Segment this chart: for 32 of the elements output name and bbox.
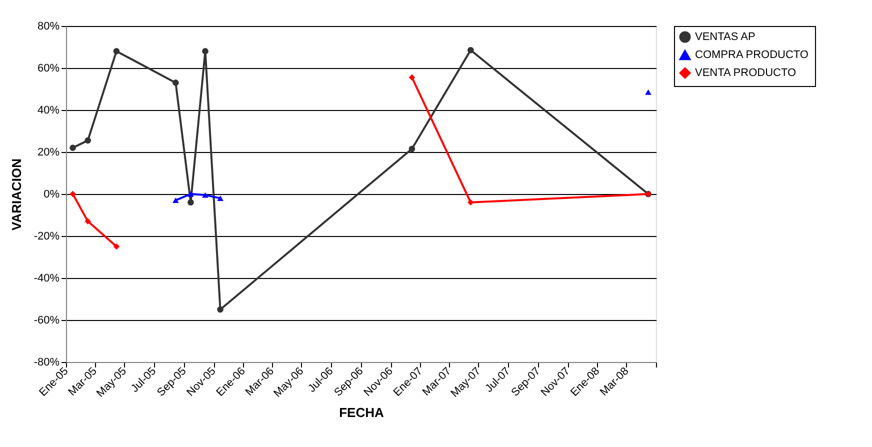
point	[188, 199, 194, 206]
point	[113, 243, 120, 250]
point	[202, 192, 208, 198]
y-tick-label: 80%	[37, 20, 60, 32]
point	[172, 198, 179, 204]
point	[70, 190, 76, 198]
y-tick-label: 40%	[37, 104, 60, 116]
point	[467, 199, 474, 206]
point	[217, 195, 224, 201]
y-tick-label: 60%	[37, 62, 60, 74]
point	[408, 74, 416, 81]
y-tick-label: -40%	[34, 272, 60, 284]
y-tick-label: 0%	[44, 188, 60, 200]
legend-label: VENTAS AP	[695, 31, 756, 43]
point	[113, 48, 120, 54]
point	[467, 46, 474, 54]
x-axis-title: FECHA	[339, 404, 384, 420]
y-tick-label: 20%	[37, 146, 60, 158]
point	[70, 144, 76, 151]
point	[84, 218, 91, 224]
point	[84, 137, 91, 144]
legend-label: COMPRA PRODUCTO	[695, 49, 809, 61]
y-axis-title: VARIACION	[8, 158, 24, 230]
point	[188, 191, 194, 197]
legend-label: VENTA PRODUCTO	[695, 67, 796, 79]
y-tick-label: -20%	[34, 230, 60, 242]
y-tick-label: -60%	[34, 314, 60, 326]
point	[172, 80, 179, 86]
point	[408, 146, 416, 152]
point	[202, 48, 208, 54]
y-tick-label: -80%	[34, 356, 60, 368]
point	[217, 306, 224, 313]
